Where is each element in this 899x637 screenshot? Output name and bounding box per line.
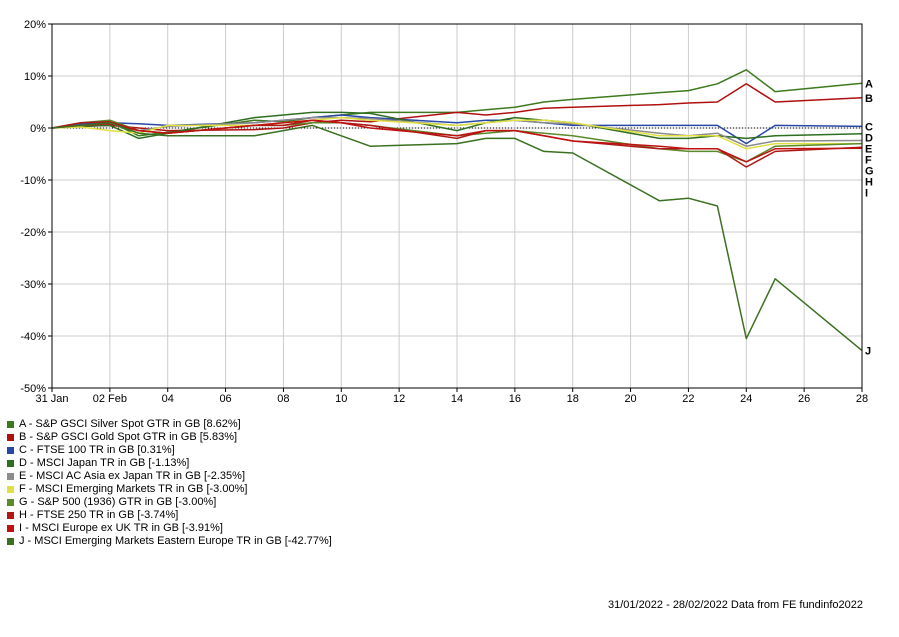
legend-label: E - MSCI AC Asia ex Japan TR in GB [-2.3… bbox=[19, 470, 245, 482]
series-end-label-a: A bbox=[865, 78, 873, 90]
legend-swatch bbox=[7, 473, 14, 480]
legend-item: B - S&P GSCI Gold Spot GTR in GB [5.83%] bbox=[7, 431, 332, 444]
x-tick-label: 26 bbox=[798, 393, 810, 405]
series-end-label-f: F bbox=[865, 154, 872, 166]
legend-label: C - FTSE 100 TR in GB [0.31%] bbox=[19, 444, 175, 456]
legend-item: E - MSCI AC Asia ex Japan TR in GB [-2.3… bbox=[7, 470, 332, 483]
legend-item: D - MSCI Japan TR in GB [-1.13%] bbox=[7, 457, 332, 470]
x-tick-label: 31 Jan bbox=[35, 393, 68, 405]
legend-item: I - MSCI Europe ex UK TR in GB [-3.91%] bbox=[7, 522, 332, 535]
series-end-label-b: B bbox=[865, 93, 873, 105]
legend-item: H - FTSE 250 TR in GB [-3.74%] bbox=[7, 509, 332, 522]
grid bbox=[51, 23, 863, 389]
legend-swatch bbox=[7, 538, 14, 545]
legend: A - S&P GSCI Silver Spot GTR in GB [8.62… bbox=[7, 418, 332, 548]
x-tick-label: 22 bbox=[682, 393, 694, 405]
x-tick-label: 12 bbox=[393, 393, 405, 405]
y-axis-ticks: 20% 10% 0% -10% -20% -30% -40% -50% bbox=[20, 19, 52, 395]
legend-item: A - S&P GSCI Silver Spot GTR in GB [8.62… bbox=[7, 418, 332, 431]
x-tick-label: 20 bbox=[624, 393, 636, 405]
legend-swatch bbox=[7, 525, 14, 532]
y-tick-label: -50% bbox=[20, 383, 46, 395]
series-line-j bbox=[51, 122, 863, 352]
y-tick-label: 10% bbox=[24, 71, 46, 83]
legend-swatch bbox=[7, 486, 14, 493]
legend-swatch bbox=[7, 434, 14, 441]
series-line-c bbox=[51, 114, 863, 145]
legend-label: H - FTSE 250 TR in GB [-3.74%] bbox=[19, 509, 179, 521]
x-tick-label: 28 bbox=[856, 393, 868, 405]
legend-swatch bbox=[7, 447, 14, 454]
legend-label: G - S&P 500 (1936) GTR in GB [-3.00%] bbox=[19, 496, 217, 508]
x-tick-label: 04 bbox=[162, 393, 174, 405]
series-line-f bbox=[51, 116, 862, 150]
series-line-d bbox=[51, 111, 863, 140]
series-end-label-g: G bbox=[865, 165, 874, 177]
x-tick-label: 18 bbox=[567, 393, 579, 405]
legend-item: C - FTSE 100 TR in GB [0.31%] bbox=[7, 444, 332, 457]
x-tick-label: 06 bbox=[219, 393, 231, 405]
series-end-label-d: D bbox=[865, 132, 873, 144]
legend-label: I - MSCI Europe ex UK TR in GB [-3.91%] bbox=[19, 522, 223, 534]
series-end-label-h: H bbox=[865, 176, 873, 188]
legend-item: J - MSCI Emerging Markets Eastern Europe… bbox=[7, 535, 332, 548]
footer-source-note: 31/01/2022 - 28/02/2022 Data from FE fun… bbox=[607, 599, 863, 611]
series-lines bbox=[51, 69, 863, 352]
series-line-i bbox=[51, 119, 863, 163]
series-end-label-j: J bbox=[865, 346, 871, 358]
y-tick-label: 0% bbox=[30, 123, 46, 135]
plot-border bbox=[51, 23, 863, 389]
y-tick-label: -20% bbox=[20, 227, 46, 239]
y-tick-label: -10% bbox=[20, 175, 46, 187]
legend-label: D - MSCI Japan TR in GB [-1.13%] bbox=[19, 457, 190, 469]
y-tick-label: -30% bbox=[20, 279, 46, 291]
legend-label: B - S&P GSCI Gold Spot GTR in GB [5.83%] bbox=[19, 431, 238, 443]
x-tick-label: 08 bbox=[277, 393, 289, 405]
legend-item: G - S&P 500 (1936) GTR in GB [-3.00%] bbox=[7, 496, 332, 509]
legend-swatch bbox=[7, 512, 14, 519]
x-tick-label: 10 bbox=[335, 393, 347, 405]
legend-label: F - MSCI Emerging Markets TR in GB [-3.0… bbox=[19, 483, 248, 495]
y-tick-label: -40% bbox=[20, 331, 46, 343]
series-end-label-i: I bbox=[865, 187, 868, 199]
legend-item: F - MSCI Emerging Markets TR in GB [-3.0… bbox=[7, 483, 332, 496]
legend-label: J - MSCI Emerging Markets Eastern Europe… bbox=[19, 535, 332, 547]
x-tick-label: 14 bbox=[451, 393, 463, 405]
legend-swatch bbox=[7, 499, 14, 506]
legend-swatch bbox=[7, 421, 14, 428]
x-tick-label: 24 bbox=[740, 393, 752, 405]
y-tick-label: 20% bbox=[24, 19, 46, 31]
x-tick-label: 02 Feb bbox=[93, 393, 127, 405]
legend-swatch bbox=[7, 460, 14, 467]
x-tick-label: 16 bbox=[509, 393, 521, 405]
line-chart: 20% 10% 0% -10% -20% -30% -40% -50% 31 Jan 02 Fe… bbox=[20, 19, 874, 405]
x-axis-ticks: 31 Jan 02 Feb 04 06 08 10 12 14 16 18 20 22 24 26 28 bbox=[35, 388, 868, 405]
series-end-label-e: E bbox=[865, 143, 872, 155]
series-end-label-c: C bbox=[865, 121, 873, 133]
legend-label: A - S&P GSCI Silver Spot GTR in GB [8.62… bbox=[19, 418, 241, 430]
